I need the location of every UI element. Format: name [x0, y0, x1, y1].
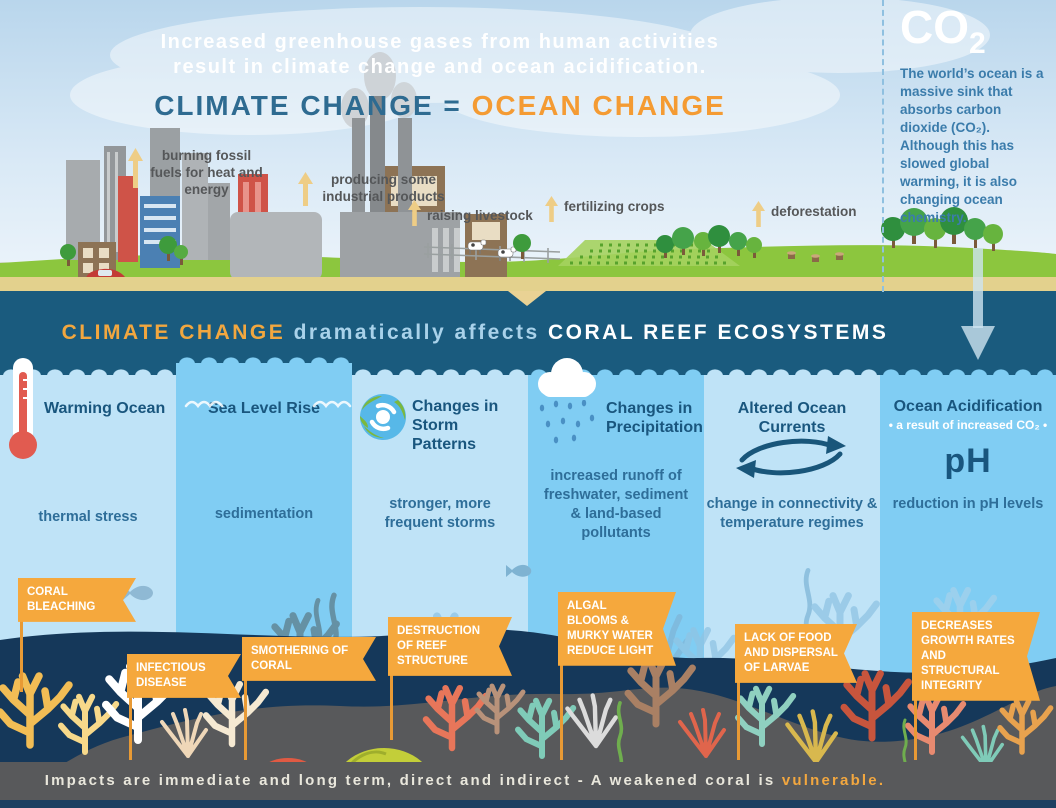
footer-message: Impacts are immediate and long term, dir…	[10, 772, 920, 789]
co2-subscript: 2	[969, 27, 986, 61]
effect-text: increased runoff of freshwater, sediment…	[543, 468, 689, 541]
wavelet-icon	[184, 400, 224, 409]
wave-crest	[352, 366, 528, 376]
flag-pole	[737, 626, 740, 760]
clouds	[70, 0, 990, 137]
fish-icon	[506, 564, 532, 577]
flag-pole	[129, 656, 132, 760]
effect-text: change in connectivity & temperature reg…	[706, 496, 878, 531]
activity-raising-livestock: raising livestock	[408, 200, 534, 226]
activity-label: deforestation	[771, 204, 857, 219]
impact-flag-destruction: DESTRUCTION OF REEF STRUCTURE	[388, 617, 512, 676]
cow	[467, 239, 487, 254]
thermometer-icon	[9, 358, 37, 459]
banner-title: CLIMATE CHANGE dramatically affects CORA…	[0, 321, 950, 345]
city-trees	[60, 234, 531, 266]
up-arrow-icon	[545, 196, 558, 222]
impact-flag-algal-blooms: ALGAL BLOOMS & MURKY WATER REDUCE LIGHT	[558, 592, 676, 666]
banner-part3: CORAL REEF ECOSYSTEMS	[548, 321, 889, 344]
rain-cloud-icon	[538, 358, 596, 397]
column-title: Sea Level Rise	[207, 400, 321, 417]
bottom-navy-strip	[0, 800, 1056, 808]
activity-label: fertilizing crops	[564, 199, 665, 214]
storm-globe-icon	[360, 394, 406, 440]
livestock-field	[423, 239, 561, 263]
header-line2: result in climate change and ocean acidi…	[173, 56, 707, 78]
acidification-subtitle: • a result of increased CO₂ •	[888, 418, 1048, 433]
tan-divider-band	[0, 277, 1056, 291]
activity-label: burning fossil fuels for heat and energy	[150, 148, 263, 197]
impact-flag-smothering: SMOTHERING OF CORAL	[242, 637, 376, 681]
co2-description: The world’s ocean is a massive sink that…	[900, 66, 1044, 225]
banner-part2: dramatically affects	[285, 321, 549, 344]
column-title: Warming Ocean	[44, 400, 166, 417]
down-triangle-icon	[508, 291, 546, 306]
down-arrow-icon	[961, 248, 995, 360]
equation-title: CLIMATE CHANGE = OCEAN CHANGE	[60, 90, 820, 122]
forest-right	[881, 207, 1003, 251]
co2-title-text: CO	[900, 1, 969, 53]
raised-sea-level	[176, 354, 352, 375]
ocean-currents-icon	[736, 436, 846, 478]
flag-pole	[20, 580, 23, 692]
effect-text: reduction in pH levels	[892, 496, 1044, 512]
effect-text: stronger, more frequent storms	[384, 496, 496, 531]
flag-pole	[560, 594, 563, 760]
column-title: Ocean Acidification	[893, 398, 1043, 415]
wave-crest	[176, 354, 352, 364]
effect-text: sedimentation	[214, 506, 314, 522]
flag-pole	[390, 619, 393, 740]
impact-flag-coral-bleaching: CORAL BLEACHING	[18, 578, 136, 622]
factory	[230, 52, 460, 280]
wave-crest	[880, 366, 1056, 376]
wavelet-icon	[312, 400, 352, 409]
tree-stumps	[787, 251, 844, 262]
page-header: Increased greenhouse gases from human ac…	[60, 30, 820, 122]
impact-flag-decreases-growth: DECREASES GROWTH RATES AND STRUCTURAL IN…	[912, 612, 1040, 701]
co2-sidebar: CO2 The world’s ocean is a massive sink …	[882, 0, 1056, 292]
column-title: Changes in Precipitation	[606, 400, 703, 437]
footer-text: Impacts are immediate and long term, dir…	[44, 772, 782, 789]
co2-title: CO2	[900, 4, 1044, 59]
banner-part1: CLIMATE CHANGE	[61, 321, 286, 344]
ph-symbol: pH	[944, 441, 992, 480]
impact-flag-infectious-disease: INFECTIOUS DISEASE	[127, 654, 241, 698]
wave-crest	[528, 366, 704, 376]
up-arrow-icon	[128, 148, 143, 188]
footer-band	[0, 762, 1056, 800]
wave-crest	[0, 366, 176, 376]
flag-pole	[244, 639, 247, 760]
activity-label: raising livestock	[427, 208, 533, 223]
crop-field	[558, 240, 740, 266]
effect-text: thermal stress	[38, 509, 138, 525]
banner: CLIMATE CHANGE dramatically affects CORA…	[0, 291, 1056, 375]
rain-drops-icon	[539, 400, 595, 444]
fish-icon	[123, 585, 153, 601]
wave-crest	[704, 366, 880, 376]
up-arrow-icon	[752, 201, 765, 227]
column-title: Changes in Storm Patterns	[412, 398, 499, 454]
activity-deforestation: deforestation	[752, 201, 862, 227]
up-arrow-icon	[408, 200, 421, 226]
column-title-ocean-acidification: Ocean Acidification • a result of increa…	[886, 397, 1050, 481]
activity-industrial-products: producing some industrial products	[298, 172, 448, 206]
activity-fertilizing-crops: fertilizing crops	[545, 196, 665, 222]
column-title: Altered Ocean Currents	[737, 400, 847, 437]
footer-highlight: vulnerable.	[781, 772, 886, 789]
forest-mid	[656, 225, 844, 262]
activity-burning-fossil-fuels: burning fossil fuels for heat and energy	[128, 148, 264, 199]
header-line1: Increased greenhouse gases from human ac…	[160, 31, 720, 53]
equation-left: CLIMATE CHANGE =	[154, 90, 462, 121]
equation-right: OCEAN CHANGE	[471, 90, 726, 121]
activity-label: producing some industrial products	[322, 172, 445, 204]
up-arrow-icon	[298, 172, 313, 206]
impact-flag-lack-of-food: LACK OF FOOD AND DISPERSAL OF LARVAE	[735, 624, 857, 683]
